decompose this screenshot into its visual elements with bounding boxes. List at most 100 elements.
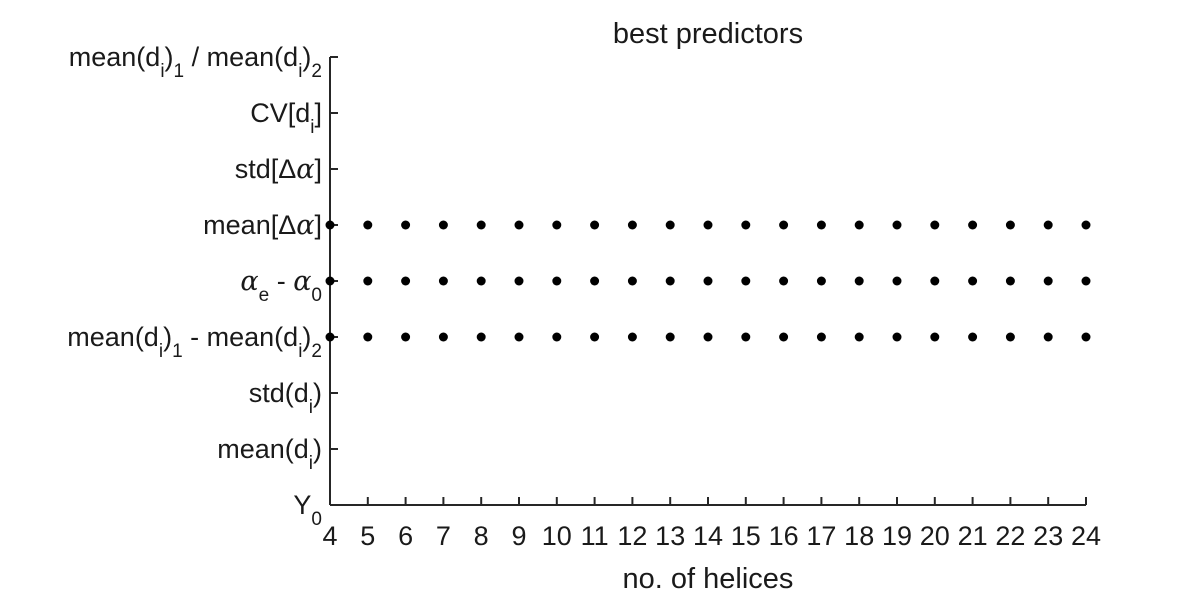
y-tick-label: std[Δα] bbox=[235, 154, 322, 185]
y-tick-label-part: ) bbox=[313, 378, 322, 408]
data-point bbox=[1081, 332, 1091, 342]
y-tick-label: mean(di)1 - mean(di)2 bbox=[67, 322, 322, 362]
x-tick-label: 21 bbox=[958, 521, 988, 551]
y-tick-label-part: 1 bbox=[172, 341, 183, 362]
data-point bbox=[892, 332, 902, 342]
data-point bbox=[401, 276, 411, 286]
data-point bbox=[1005, 332, 1015, 342]
data-point bbox=[703, 276, 713, 286]
data-point bbox=[363, 332, 373, 342]
x-tick-label: 17 bbox=[806, 521, 836, 551]
y-tick-label-part: mean(d bbox=[69, 42, 161, 72]
data-point bbox=[930, 220, 940, 230]
y-tick-label-part: CV[d bbox=[250, 98, 310, 128]
y-tick-label: mean(di)1 / mean(di)2 bbox=[69, 42, 322, 82]
y-tick-label-part: i bbox=[298, 61, 302, 82]
y-tick-label-part: - mean(d bbox=[183, 322, 299, 352]
x-tick-label: 18 bbox=[844, 521, 874, 551]
data-point bbox=[779, 276, 789, 286]
data-point bbox=[854, 220, 864, 230]
data-point bbox=[627, 276, 637, 286]
data-point bbox=[665, 332, 675, 342]
y-tick-label-part: i bbox=[310, 117, 314, 138]
data-point bbox=[514, 220, 524, 230]
data-point bbox=[1081, 220, 1091, 230]
data-point bbox=[854, 276, 864, 286]
x-tick-label: 5 bbox=[360, 521, 375, 551]
data-point bbox=[703, 332, 713, 342]
data-point bbox=[476, 220, 486, 230]
y-tick-label-part: α bbox=[240, 266, 258, 297]
data-point bbox=[968, 220, 978, 230]
data-point bbox=[930, 332, 940, 342]
data-point bbox=[854, 332, 864, 342]
data-point bbox=[892, 276, 902, 286]
data-point bbox=[930, 276, 940, 286]
data-point bbox=[1005, 220, 1015, 230]
data-point bbox=[552, 220, 562, 230]
x-tick-label: 6 bbox=[398, 521, 413, 551]
x-tick-label: 7 bbox=[436, 521, 451, 551]
data-point bbox=[590, 332, 600, 342]
y-tick-label-part: ] bbox=[314, 154, 322, 184]
y-tick-label-part: ) bbox=[165, 42, 174, 72]
y-tick-label-part: 2 bbox=[311, 61, 322, 82]
data-point bbox=[438, 332, 448, 342]
data-point bbox=[401, 220, 411, 230]
y-tick-label-part: std[Δ bbox=[235, 154, 297, 184]
y-tick-label-part: ] bbox=[314, 98, 322, 128]
data-point bbox=[1005, 276, 1015, 286]
y-tick-label-part: ] bbox=[314, 210, 322, 240]
data-point bbox=[514, 332, 524, 342]
y-tick-label-part: mean(d bbox=[67, 322, 159, 352]
x-tick-label: 12 bbox=[617, 521, 647, 551]
x-tick-label: 16 bbox=[769, 521, 799, 551]
data-point bbox=[627, 332, 637, 342]
data-point bbox=[1043, 220, 1053, 230]
data-point bbox=[514, 276, 524, 286]
chart-title: best predictors bbox=[613, 18, 803, 50]
x-tick-label: 20 bbox=[920, 521, 950, 551]
y-tick-label-part: mean(d bbox=[217, 434, 309, 464]
x-tick-label: 24 bbox=[1071, 521, 1101, 551]
data-point bbox=[438, 276, 448, 286]
data-point bbox=[968, 332, 978, 342]
x-tick-label: 13 bbox=[655, 521, 685, 551]
y-tick-label: mean[Δα] bbox=[203, 210, 322, 241]
data-point bbox=[552, 332, 562, 342]
data-point bbox=[892, 220, 902, 230]
y-tick-label-part: Y bbox=[293, 490, 311, 520]
data-point bbox=[552, 276, 562, 286]
y-tick-label-part: i bbox=[309, 397, 313, 418]
data-point bbox=[665, 276, 675, 286]
x-tick-label: 8 bbox=[474, 521, 489, 551]
data-point bbox=[627, 220, 637, 230]
x-tick-label: 9 bbox=[511, 521, 526, 551]
data-point bbox=[401, 332, 411, 342]
x-tick-label: 4 bbox=[322, 521, 337, 551]
data-point bbox=[590, 276, 600, 286]
data-point bbox=[816, 276, 826, 286]
data-point bbox=[779, 332, 789, 342]
data-point bbox=[968, 276, 978, 286]
data-point bbox=[325, 332, 335, 342]
y-tick-label-part: ) bbox=[302, 42, 311, 72]
y-tick-label-part: / mean(d bbox=[184, 42, 298, 72]
data-point bbox=[1043, 332, 1053, 342]
y-tick-label-part: ) bbox=[163, 322, 172, 352]
x-tick-label: 22 bbox=[995, 521, 1025, 551]
data-point bbox=[665, 220, 675, 230]
y-tick-label-part: 0 bbox=[311, 509, 322, 530]
data-point bbox=[703, 220, 713, 230]
data-point bbox=[741, 276, 751, 286]
data-point bbox=[1043, 276, 1053, 286]
x-tick-label: 10 bbox=[542, 521, 572, 551]
data-point bbox=[476, 332, 486, 342]
x-tick-label: 15 bbox=[731, 521, 761, 551]
y-tick-label-part: mean[Δ bbox=[203, 210, 296, 240]
data-point bbox=[741, 220, 751, 230]
data-point bbox=[325, 276, 335, 286]
